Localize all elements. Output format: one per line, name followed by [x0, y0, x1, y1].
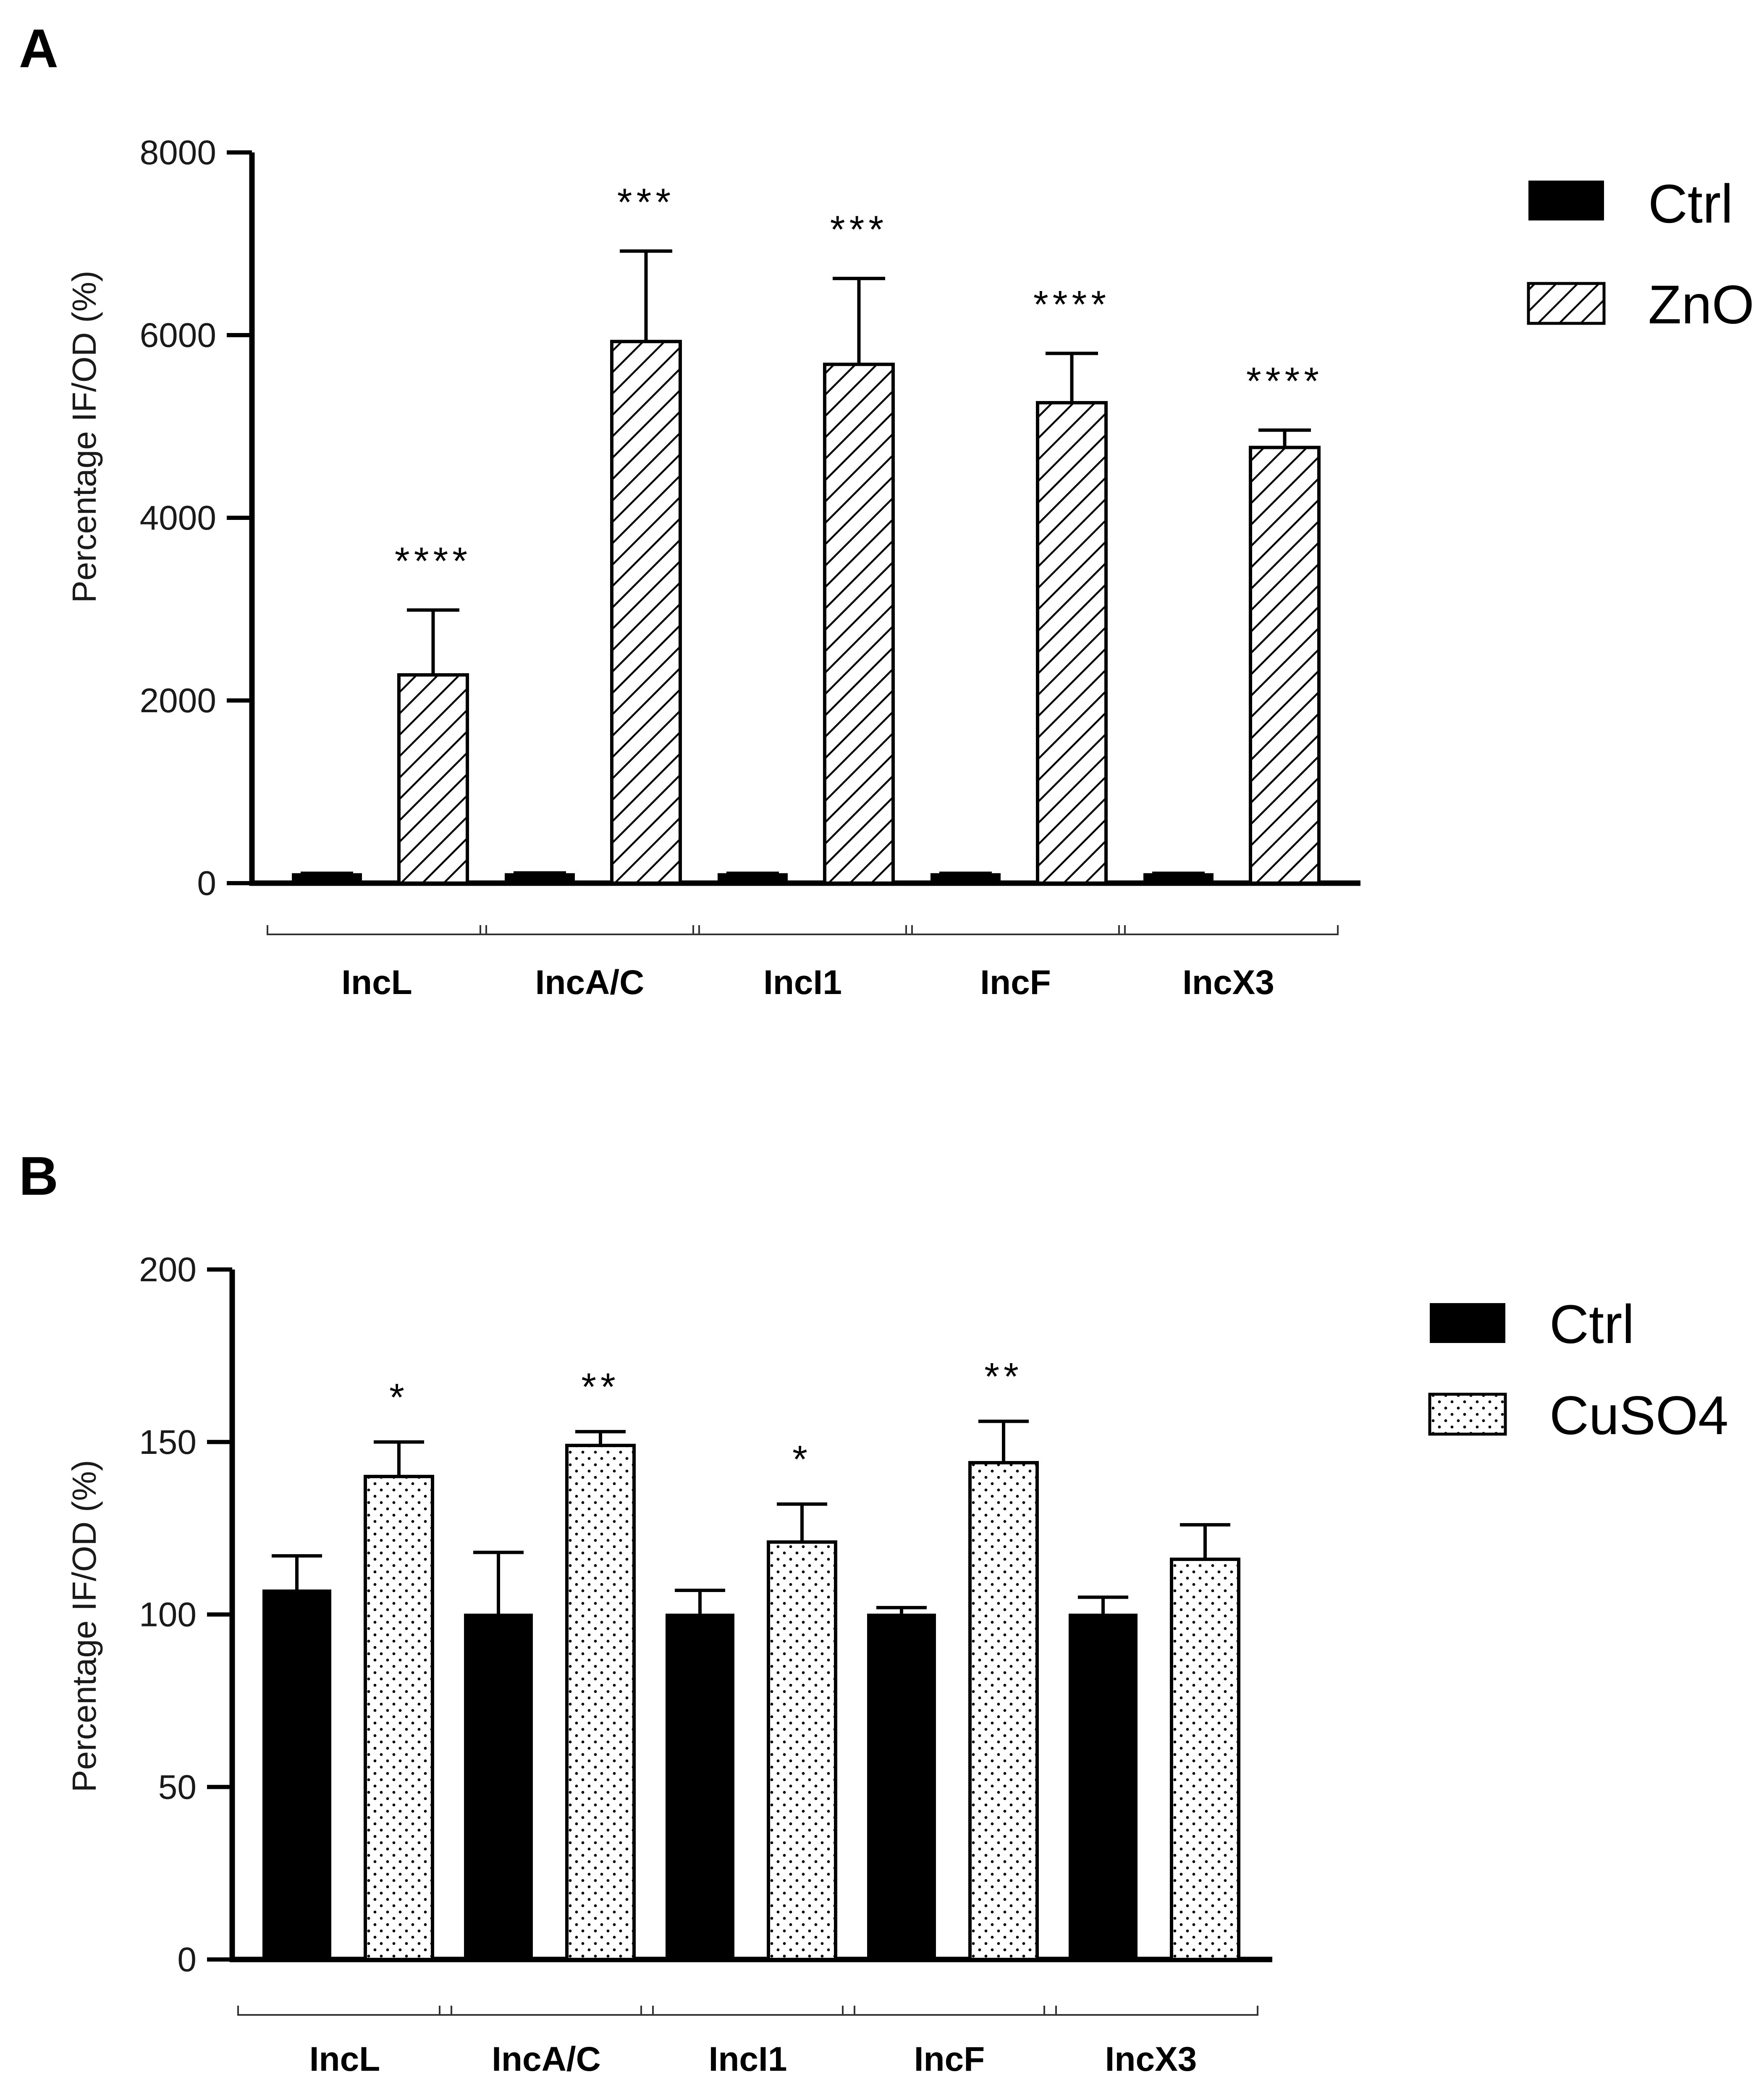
group-bracket [237, 2006, 452, 2016]
bar-cuso4-inca-c [565, 1443, 636, 1962]
significance-label: * [389, 1376, 409, 1419]
group-bracket [439, 2006, 654, 2016]
y-tick-label: 200 [139, 1251, 197, 1289]
panel-b-category-labels: IncL IncA/C IncI1 IncF IncX3 [237, 2006, 1258, 2078]
bar-ctrl-incl [262, 1589, 331, 1961]
group-bracket [692, 925, 913, 935]
y-tick-label: 100 [139, 1596, 197, 1634]
panel-a-legend: Ctrl ZnO [1527, 173, 1754, 335]
panel-letter-b: B [19, 1145, 58, 1207]
significance-label: **** [395, 540, 472, 583]
category-label: IncX3 [1182, 963, 1274, 1002]
bar-ctrl-inci1 [666, 1613, 734, 1960]
bar-zno-incx3 [1249, 446, 1321, 885]
legend-ctrl-label: Ctrl [1549, 1293, 1634, 1355]
bar-ctrl-incx3 [1143, 873, 1214, 884]
y-tick-label: 0 [177, 1941, 197, 1979]
legend-cuso4-swatch [1428, 1393, 1507, 1436]
panel-b-legend: Ctrl CuSO4 [1428, 1293, 1728, 1446]
bar-zno-inci1 [823, 362, 895, 885]
category-label: IncA/C [492, 2040, 601, 2078]
y-tick-label: 50 [158, 1768, 197, 1806]
bar-ctrl-incf [930, 873, 1001, 884]
panel-a-category-labels: IncL IncA/C IncI1 IncF IncX3 [267, 925, 1339, 1002]
significance-label: ** [984, 1355, 1023, 1398]
category-label: IncA/C [535, 963, 645, 1002]
panel-a: A 0 2000 4000 6000 8000 Percentage IF/OD (%)… [19, 18, 1754, 1002]
y-tick-label: 4000 [140, 499, 216, 537]
category-label: IncF [980, 963, 1051, 1002]
panel-b-y-axis-title: Percentage IF/OD (%) [66, 1460, 103, 1792]
bar-ctrl-incx3 [1069, 1613, 1138, 1960]
bar-cuso4-incl [364, 1474, 434, 1961]
panel-b-bars: * ***** [262, 1355, 1240, 1962]
bar-zno-inca-c [610, 340, 682, 885]
panel-a-y-axis-title: Percentage IF/OD (%) [66, 270, 103, 603]
group-bracket [267, 925, 487, 935]
significance-label: *** [617, 181, 675, 224]
significance-label: **** [1033, 283, 1110, 326]
y-tick-label: 6000 [140, 316, 216, 354]
y-tick-label: 8000 [140, 134, 216, 172]
bar-ctrl-inca-c [464, 1613, 533, 1960]
group-bracket [1043, 2006, 1258, 2016]
y-tick-label: 150 [139, 1423, 197, 1461]
bar-ctrl-inca-c [505, 873, 575, 884]
panel-letter-a: A [19, 18, 58, 79]
category-label: IncL [341, 963, 412, 1002]
legend-ctrl-swatch [1430, 1303, 1505, 1343]
significance-label: * [792, 1438, 812, 1481]
y-tick-label: 2000 [140, 682, 216, 720]
significance-label: **** [1246, 360, 1323, 403]
significance-label: ** [581, 1366, 620, 1409]
category-label: IncL [309, 2040, 380, 2078]
category-label: IncF [914, 2040, 985, 2078]
panel-a-y-axis: 0 2000 4000 6000 8000 [140, 134, 1360, 902]
group-bracket [905, 925, 1126, 935]
bar-ctrl-incl [292, 873, 362, 884]
y-tick-label: 0 [197, 864, 216, 902]
bar-ctrl-inci1 [718, 873, 788, 884]
category-label: IncX3 [1105, 2040, 1197, 2078]
legend-zno-label: ZnO [1648, 274, 1754, 335]
legend-cuso4-label: CuSO4 [1549, 1385, 1728, 1446]
bar-cuso4-inci1 [767, 1540, 837, 1962]
category-label: IncI1 [709, 2040, 787, 2078]
group-bracket [1118, 925, 1339, 935]
group-bracket [842, 2006, 1057, 2016]
bar-ctrl-incf [867, 1613, 936, 1960]
significance-label: *** [830, 208, 888, 251]
bar-cuso4-incf [968, 1461, 1039, 1961]
legend-zno-swatch [1527, 282, 1606, 325]
bar-zno-incf [1036, 401, 1108, 885]
legend-ctrl-label: Ctrl [1648, 173, 1733, 234]
panel-a-bars: ****************** [292, 181, 1323, 885]
bar-zno-incl [397, 673, 469, 885]
category-label: IncI1 [763, 963, 842, 1002]
bar-cuso4-incx3 [1170, 1558, 1240, 1962]
legend-ctrl-swatch [1528, 181, 1604, 220]
group-bracket [640, 2006, 855, 2016]
group-bracket [480, 925, 700, 935]
